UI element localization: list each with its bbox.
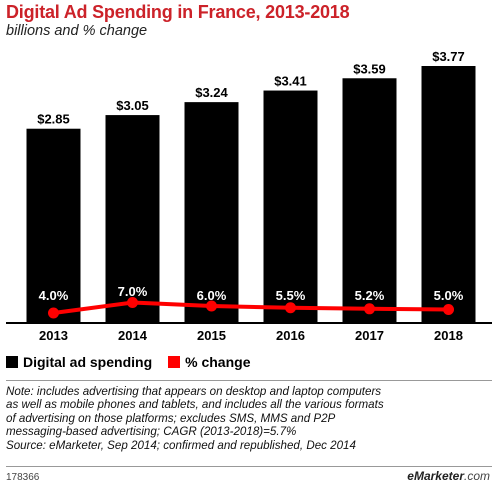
x-tick-label: 2013 (39, 328, 68, 343)
change-point (443, 304, 454, 315)
chart-id: 178366 (6, 472, 40, 483)
change-value-label: 5.0% (434, 288, 464, 303)
emarketer-logo: eMarketer.com (407, 469, 490, 483)
legend-swatch-change (168, 356, 181, 368)
change-value-label: 5.5% (276, 288, 306, 303)
chart-plot: $2.85 2013 $3.05 2014 $3.24 2015 $3.41 2016 $3.5… (6, 49, 492, 343)
chart-subtitle: billions and % change (6, 23, 148, 39)
bar (421, 66, 476, 323)
bar-value-label: $2.85 (37, 112, 70, 127)
x-tick-label: 2016 (276, 328, 305, 343)
note-line: Note: includes advertising that appears … (6, 385, 382, 398)
note-line: as well as mobile phones and tablets, an… (6, 398, 384, 412)
change-point (364, 303, 375, 315)
bar (184, 102, 239, 323)
note-line: of advertising on those platforms; exclu… (6, 411, 336, 425)
bar-value-label: $3.05 (116, 98, 149, 113)
legend-item-change: % change (168, 354, 250, 370)
bar (263, 90, 318, 324)
note-divider (6, 380, 492, 381)
x-tick-label: 2017 (355, 328, 384, 343)
bar (342, 78, 397, 323)
change-value-label: 7.0% (118, 284, 148, 299)
change-point (206, 300, 217, 312)
bar-value-label: $3.41 (274, 74, 307, 89)
change-value-label: 6.0% (197, 288, 227, 303)
change-point (127, 297, 138, 308)
change-value-label: 5.2% (355, 288, 385, 303)
bar (26, 128, 81, 323)
note-line: messaging-based advertising; CAGR (2013-… (6, 425, 297, 439)
change-line (53, 300, 449, 315)
legend-item-spending: Digital ad spending (6, 354, 152, 370)
bar-value-label: $3.24 (195, 85, 228, 100)
bar-value-label: $3.59 (353, 61, 386, 76)
change-point (48, 307, 59, 319)
footer-divider (6, 466, 492, 467)
legend-label-change: % change (185, 354, 251, 370)
x-tick-label: 2014 (118, 328, 148, 343)
chart-title: Digital Ad Spending in France, 2013-2018 (6, 2, 350, 22)
legend-label-spending: Digital ad spending (23, 354, 153, 370)
legend: Digital ad spending % change (6, 354, 266, 370)
x-tick-label: 2018 (434, 328, 463, 343)
source-line: Source: eMarketer, Sep 2014; confirmed a… (6, 438, 356, 452)
bar-value-label: $3.77 (432, 49, 465, 64)
legend-swatch-spending (6, 356, 18, 368)
chart-note: Note: includes advertising that appears … (6, 385, 494, 452)
bar (105, 115, 160, 323)
change-point (285, 302, 296, 314)
x-tick-label: 2015 (197, 328, 226, 343)
change-value-label: 4.0% (39, 288, 69, 303)
